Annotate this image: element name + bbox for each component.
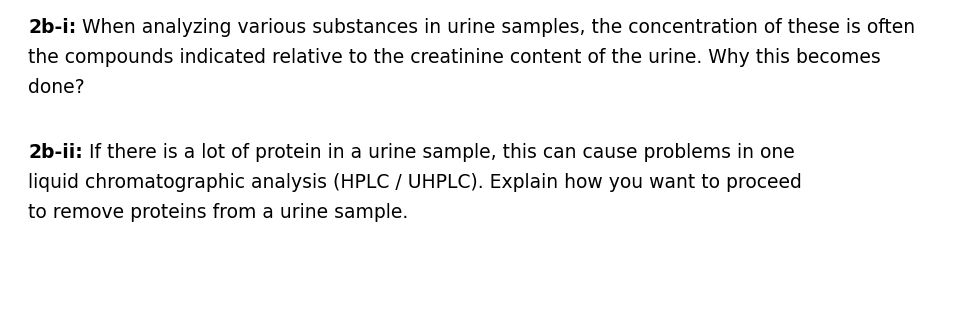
Text: the compounds indicated relative to the creatinine content of the urine. Why thi: the compounds indicated relative to the … — [28, 48, 880, 67]
Text: If there is a lot of protein in a urine sample, this can cause problems in one: If there is a lot of protein in a urine … — [83, 143, 794, 162]
Text: to remove proteins from a urine sample.: to remove proteins from a urine sample. — [28, 203, 408, 222]
Text: done?: done? — [28, 78, 85, 97]
Text: 2b-i:: 2b-i: — [28, 18, 76, 37]
Text: When analyzing various substances in urine samples, the concentration of these i: When analyzing various substances in uri… — [76, 18, 915, 37]
Text: 2b-ii:: 2b-ii: — [28, 143, 83, 162]
Text: liquid chromatographic analysis (HPLC / UHPLC). Explain how you want to proceed: liquid chromatographic analysis (HPLC / … — [28, 173, 802, 192]
